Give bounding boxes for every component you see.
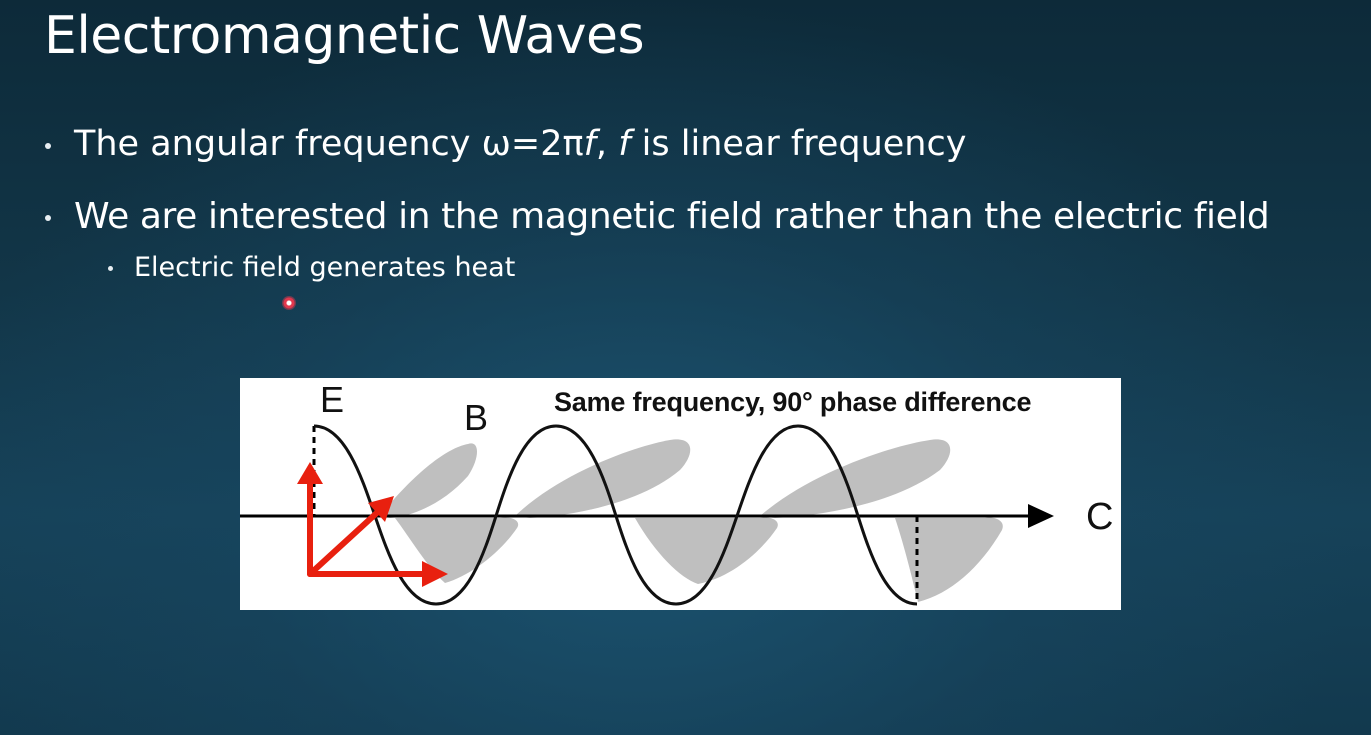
bullet-text: We are interested in the magnetic field … [74,196,1269,237]
em-wave-figure: E B C Same frequency, 90° phase differen… [240,378,1121,610]
b-wave-lobe [895,518,1003,602]
propagation-arrowhead-icon [1028,504,1054,528]
bullet-text-part: The angular frequency ω=2π [74,124,584,164]
e-field-arrowhead-icon [297,462,323,484]
b-wave-lobe [380,443,477,518]
bullet-text-part: is linear frequency [642,124,967,164]
bullet-dot-icon [45,215,51,221]
slide-title: Electromagnetic Waves [44,4,644,68]
sub-bullet-text: Electric field generates heat [134,252,515,283]
bullet-dot-icon [45,143,51,149]
bullet-variable-f: f [618,124,630,164]
propagation-c-label: C [1086,496,1113,538]
b-wave-lobe [635,517,778,584]
b-field-arrow-shaft [310,510,380,574]
figure-caption: Same frequency, 90° phase difference [554,386,1031,418]
bullet-magnetic-field: We are interested in the magnetic field … [74,194,1269,240]
bullet-angular-frequency: The angular frequency ω=2πf, f is linear… [74,122,966,166]
sub-bullet-dot-icon [108,266,113,271]
e-field-label: E [320,380,344,420]
laser-pointer-icon [282,296,296,310]
sub-bullet-electric-heat: Electric field generates heat [134,251,515,285]
bullet-text-part: , [596,124,607,164]
b-field-label: B [464,398,488,438]
bullet-variable-f: f [584,124,596,164]
b-wave-lobes [380,439,1003,602]
